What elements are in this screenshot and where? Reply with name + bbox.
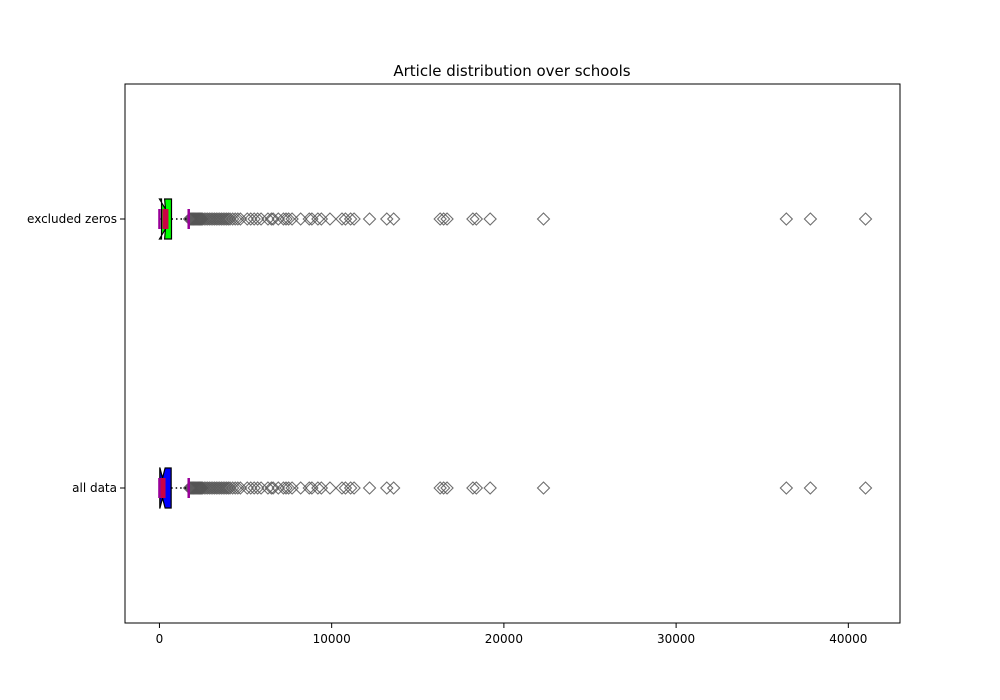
outlier-point (379, 212, 394, 226)
outlier-point (305, 212, 319, 226)
outlier-point (293, 212, 308, 226)
outlier-point (266, 481, 280, 495)
outlier-point (264, 212, 279, 226)
outlier-point (323, 481, 337, 495)
x-axis: 0 10000 20000 30000 40000 (156, 623, 867, 646)
outlier-point (433, 212, 447, 226)
outlier-point (536, 481, 551, 495)
outlier-point (338, 481, 353, 495)
outlier-point (240, 481, 255, 495)
outlier-point (250, 481, 265, 495)
outlier-point (469, 212, 484, 226)
x-tick-label: 0 (156, 632, 164, 646)
outlier-point (216, 481, 230, 495)
outlier-point (311, 481, 325, 495)
outlier-point (247, 212, 261, 226)
outlier-point (264, 481, 279, 495)
outlier-point (266, 212, 280, 226)
outlier-point (803, 212, 818, 226)
outlier-point (386, 481, 401, 495)
outlier-point (247, 481, 261, 495)
outlier-point (216, 212, 230, 226)
outlier-point (279, 212, 293, 226)
outlier-point (433, 481, 447, 495)
outlier-point (335, 212, 349, 226)
outlier-point (858, 481, 873, 495)
y-axis: all data excluded zeros (27, 212, 125, 495)
axes-frame (124, 83, 901, 624)
outlier-point (281, 212, 296, 226)
y-tick-label: excluded zeros (27, 212, 117, 226)
outlier-point (254, 212, 268, 226)
outlier-point (779, 481, 794, 495)
x-tick-label: 10000 (313, 632, 351, 646)
outlier-point (803, 481, 818, 495)
outlier-point (362, 481, 377, 495)
outlier-point (250, 212, 265, 226)
outlier-point (243, 212, 258, 226)
outlier-point (536, 212, 551, 226)
outlier-point (228, 212, 243, 226)
outlier-point (221, 481, 236, 495)
outlier-point (233, 212, 248, 226)
outlier-point (323, 212, 337, 226)
plot-area (158, 198, 873, 509)
outlier-point (221, 212, 236, 226)
box-group (158, 467, 873, 509)
outlier-point (483, 481, 497, 495)
outlier-point (440, 481, 454, 495)
outlier-point (436, 481, 451, 495)
outlier-point (779, 212, 794, 226)
outlier-point (240, 212, 255, 226)
outlier-point (231, 481, 245, 495)
outlier-point (338, 212, 353, 226)
outlier-point (261, 212, 275, 226)
outlier-point (466, 481, 480, 495)
outlier-point (311, 212, 325, 226)
outlier-point (440, 212, 454, 226)
x-tick-label: 20000 (485, 632, 523, 646)
outlier-point (347, 481, 361, 495)
outlier-point (254, 481, 268, 495)
outlier-point (233, 481, 248, 495)
outlier-point (293, 481, 308, 495)
outlier-point (335, 481, 349, 495)
outlier-point (379, 481, 394, 495)
outlier-point (279, 481, 293, 495)
outlier-point (231, 212, 245, 226)
outlier-point (343, 481, 358, 495)
outlier-point (347, 212, 361, 226)
outlier-point (243, 481, 258, 495)
outlier-point (436, 212, 451, 226)
outlier-point (469, 481, 484, 495)
box-group (158, 198, 873, 240)
chart-title: Article distribution over schools (393, 62, 630, 80)
y-tick-label: all data (72, 481, 117, 495)
outlier-point (281, 481, 296, 495)
x-tick-label: 30000 (657, 632, 695, 646)
outlier-point (483, 212, 497, 226)
outlier-point (362, 212, 377, 226)
x-tick-label: 40000 (829, 632, 867, 646)
outlier-point (228, 481, 243, 495)
outlier-point (261, 481, 275, 495)
outlier-point (343, 212, 358, 226)
outlier-point (386, 212, 401, 226)
outlier-point (305, 481, 319, 495)
outlier-point (858, 212, 873, 226)
outlier-point (466, 212, 480, 226)
